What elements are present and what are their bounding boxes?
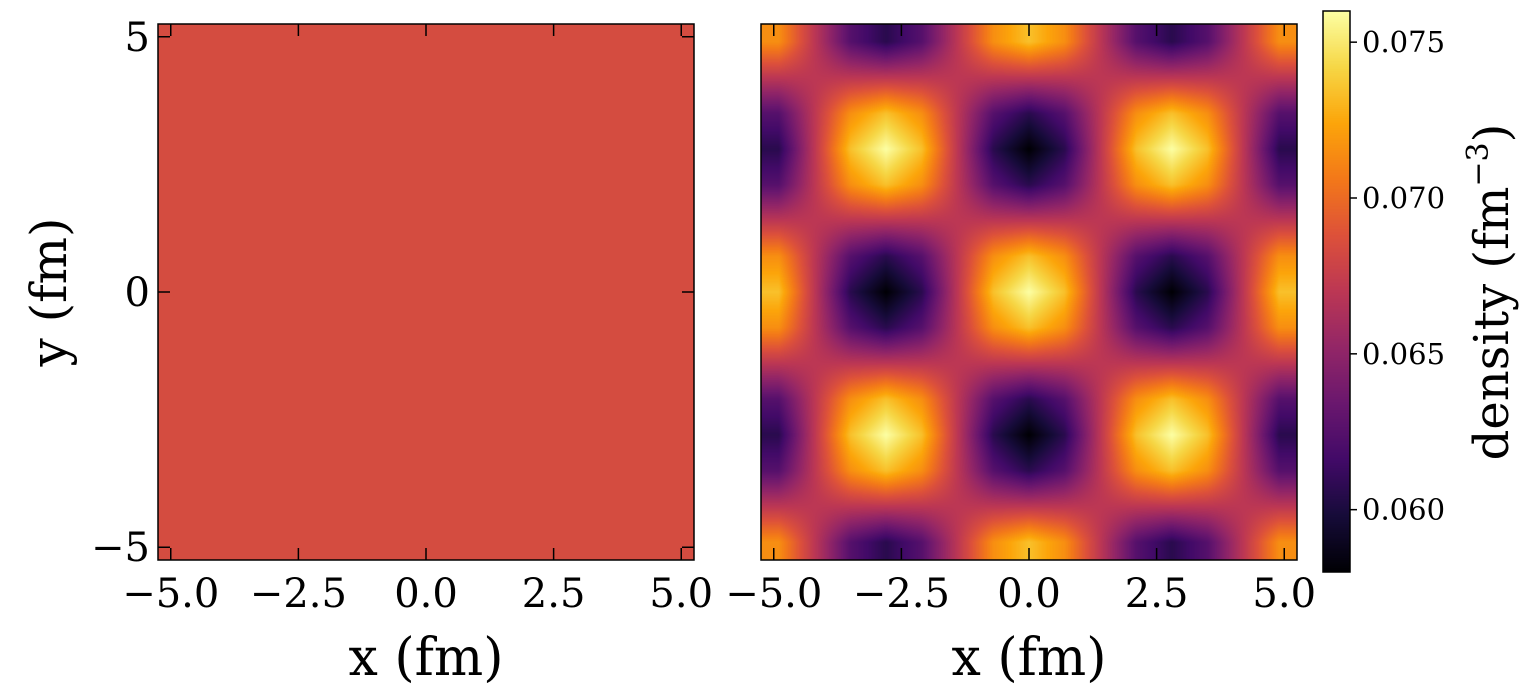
left-xlabel: x (fm) [349, 628, 504, 688]
colorbar-label-close: ) [1464, 124, 1520, 143]
colorbar-label-text: density (fm [1464, 187, 1520, 461]
left-xtick-label: 2.5 [522, 571, 586, 617]
right-xtick-label: 0.0 [997, 571, 1061, 617]
left-ytick-label: 5 [125, 15, 150, 61]
colorbar-tick-label: 0.065 [1362, 337, 1445, 371]
left-axes-frame [157, 23, 695, 561]
colorbar-label: density (fm−3) [1461, 124, 1520, 461]
colorbar-label-exponent: −3 [1461, 142, 1496, 186]
right-xtick-label: 5.0 [1252, 571, 1316, 617]
colorbar-tick-label: 0.075 [1362, 25, 1445, 59]
right-xlabel: x (fm) [952, 628, 1107, 688]
right-xtick-label: −5.0 [725, 571, 822, 617]
left-xtick-label: −5.0 [122, 571, 219, 617]
right-axes-frame [760, 23, 1298, 561]
left-ytick-label: −5 [91, 525, 150, 571]
colorbar-frame [1322, 10, 1351, 573]
left-heatmap-image [158, 24, 694, 560]
colorbar-tick-label: 0.060 [1362, 493, 1445, 527]
left-xtick-label: 0.0 [394, 571, 458, 617]
colorbar-tick-label: 0.070 [1362, 181, 1445, 215]
left-ytick-label: 0 [125, 270, 150, 316]
left-xtick-label: 5.0 [649, 571, 713, 617]
right-xtick-label: 2.5 [1125, 571, 1189, 617]
colorbar-gradient [1323, 11, 1350, 572]
left-ylabel: y (fm) [20, 217, 78, 367]
right-heatmap-image [761, 24, 1297, 560]
left-xtick-label: −2.5 [250, 571, 347, 617]
right-xtick-label: −2.5 [853, 571, 950, 617]
